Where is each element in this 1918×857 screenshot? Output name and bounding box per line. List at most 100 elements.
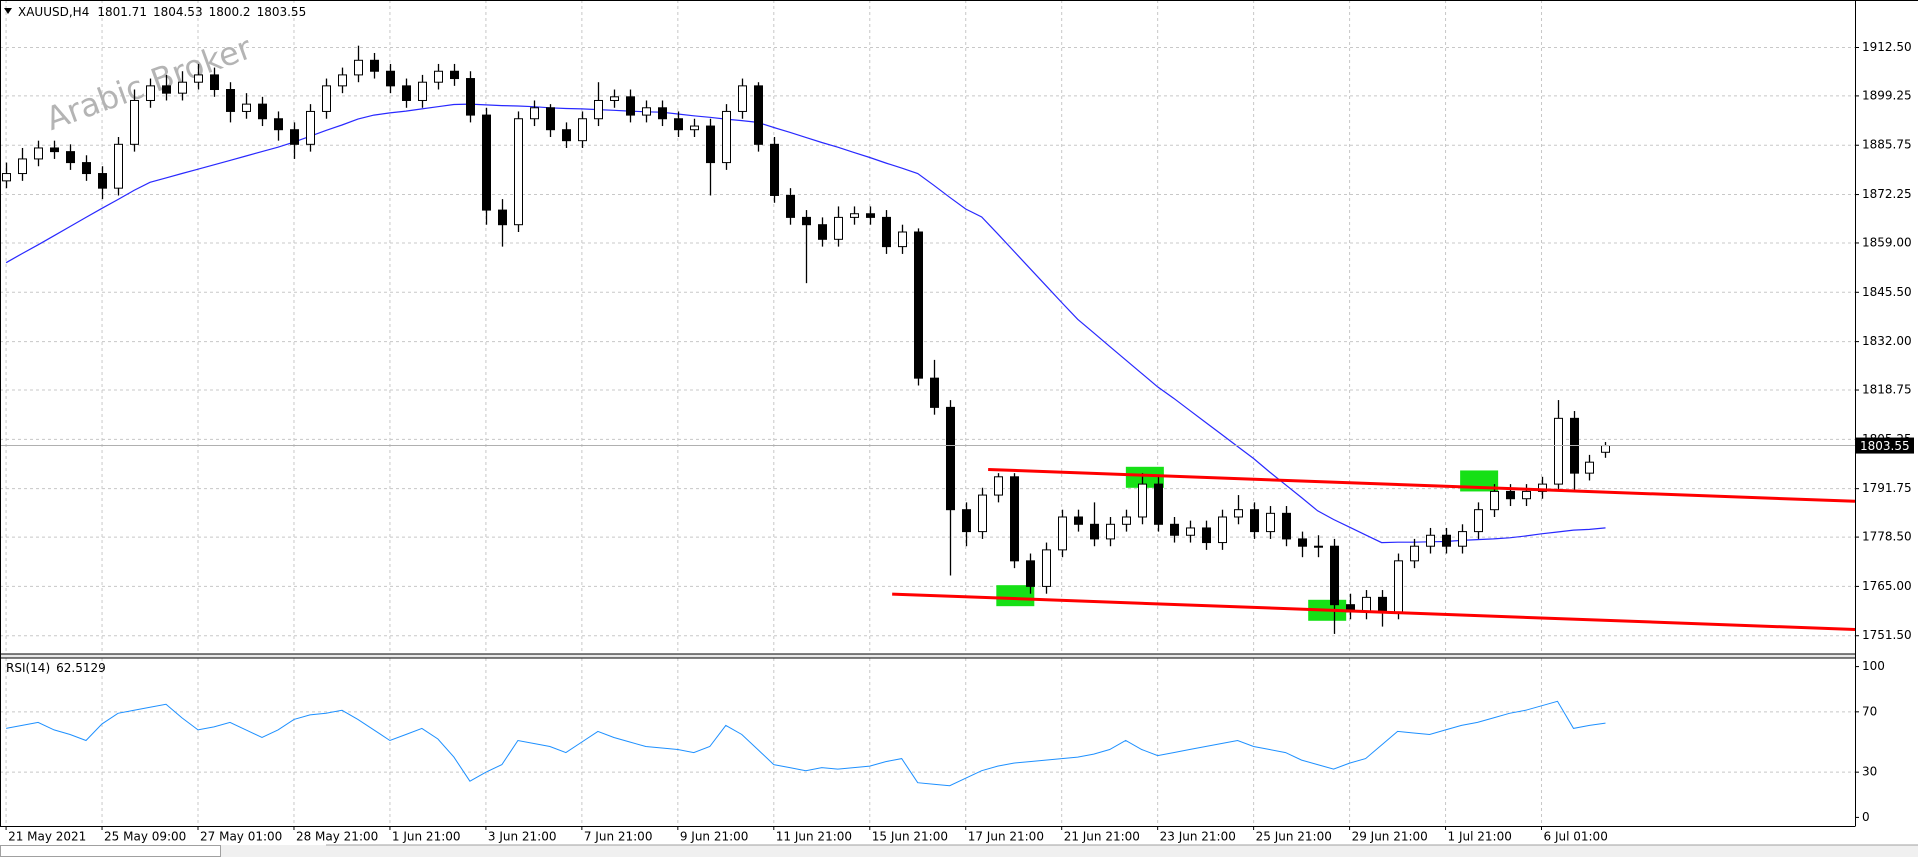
rsi-label: RSI(14) — [6, 661, 50, 675]
candle-body — [690, 125, 699, 131]
candle-body — [1090, 523, 1099, 540]
x-tick-label: 23 Jun 21:00 — [1160, 830, 1236, 844]
candle-body — [146, 85, 155, 101]
y-tick-label: 1845.50 — [1862, 285, 1912, 299]
menu-arrow[interactable] — [4, 8, 12, 14]
rsi-current: 62.5129 — [56, 661, 106, 675]
candle-body — [194, 74, 203, 83]
candle-body — [706, 125, 715, 164]
candle-body — [978, 494, 987, 533]
candle-body — [1154, 483, 1163, 525]
candle-body — [1426, 534, 1435, 547]
candle-body — [1522, 490, 1531, 500]
candle-body — [1458, 531, 1467, 547]
y-tick-label: 1899.25 — [1862, 88, 1912, 102]
header-open: 1801.71 — [97, 5, 147, 19]
x-tick-label: 17 Jun 21:00 — [968, 830, 1044, 844]
data-layer — [0, 45, 1856, 787]
candle-body — [338, 74, 347, 87]
candle-body — [1378, 596, 1387, 613]
x-tick-label: 1 Jun 21:00 — [392, 830, 461, 844]
candle-body — [242, 103, 251, 112]
candle-body — [770, 143, 779, 196]
candle-body — [1058, 516, 1067, 551]
trendline — [892, 592, 1856, 632]
x-tick-label: 1 Jul 21:00 — [1448, 830, 1512, 844]
candle-body — [658, 107, 667, 120]
y-tick-label: 1791.75 — [1862, 481, 1912, 495]
rsi-tick-label: 0 — [1862, 810, 1870, 824]
candle-body — [98, 173, 107, 189]
candle-body — [498, 209, 507, 226]
candle-body — [642, 107, 651, 116]
grid-layer — [0, 0, 1855, 826]
candle-body — [1506, 490, 1515, 500]
candle-body — [322, 85, 331, 112]
symbol: XAUUSD,H4 — [18, 5, 89, 19]
header-high: 1804.53 — [153, 5, 203, 19]
candle-body — [1282, 512, 1291, 540]
candle-body — [1010, 476, 1019, 562]
x-tick-label: 3 Jun 21:00 — [488, 830, 557, 844]
candle-body — [466, 78, 475, 116]
candle-body — [754, 85, 763, 145]
header-low: 1800.2 — [209, 5, 251, 19]
x-tick-label: 28 May 21:00 — [296, 830, 378, 844]
candle-body — [82, 162, 91, 175]
candle-body — [434, 70, 443, 83]
candle-body — [418, 81, 427, 101]
panel-separator — [0, 653, 1856, 659]
candle-body — [674, 118, 683, 131]
x-tick-label: 21 Jun 21:00 — [1064, 830, 1140, 844]
highlight-box — [1125, 466, 1164, 488]
y-tick-label: 1832.00 — [1862, 334, 1912, 348]
highlight-box — [996, 585, 1035, 607]
candle-body — [306, 110, 315, 145]
x-tick-label: 25 May 09:00 — [104, 830, 186, 844]
candle-body — [18, 158, 27, 175]
rsi-tick-label: 70 — [1862, 704, 1877, 718]
candle-body — [1362, 596, 1371, 613]
chart-tab[interactable] — [0, 845, 221, 857]
candle-body — [1026, 560, 1035, 587]
x-tick-label: 29 Jun 21:00 — [1352, 830, 1428, 844]
candle-body — [722, 110, 731, 164]
candle-body — [1202, 527, 1211, 544]
y-tick-label: 1859.00 — [1862, 235, 1912, 249]
candle-body — [850, 213, 859, 218]
candle-body — [226, 89, 235, 112]
candle-body — [834, 216, 843, 240]
x-tick-label: 15 Jun 21:00 — [872, 830, 948, 844]
candle-body — [930, 377, 939, 408]
x-tick-label: 25 Jun 21:00 — [1256, 830, 1332, 844]
y-tick-label: 1751.50 — [1862, 628, 1912, 642]
x-tick-label: 11 Jun 21:00 — [776, 830, 852, 844]
candle-body — [1122, 516, 1131, 525]
candle-body — [1490, 490, 1499, 511]
price-badge — [1856, 437, 1914, 454]
candle-body — [66, 151, 75, 164]
rsi-tick-label: 100 — [1862, 659, 1885, 673]
candle-body — [530, 107, 539, 120]
candle-body — [1474, 509, 1483, 533]
y-tick-label: 1765.00 — [1862, 579, 1912, 593]
candle-body — [1170, 523, 1179, 536]
candle-body — [626, 96, 635, 116]
candle-body — [738, 85, 747, 112]
candle-body — [818, 224, 827, 240]
candle-body — [962, 509, 971, 533]
moving-average — [5, 103, 1606, 544]
x-tick-label: 21 May 2021 — [8, 830, 86, 844]
candle-body — [1554, 417, 1563, 485]
candle-body — [1314, 545, 1323, 548]
x-tick-label: 9 Jun 21:00 — [680, 830, 749, 844]
chart-header: XAUUSD,H4 1801.71 1804.53 1800.2 1803.55 — [18, 5, 306, 19]
y-tick-label: 1818.75 — [1862, 383, 1912, 397]
candle-body — [1074, 516, 1083, 525]
y-tick-label: 1885.75 — [1862, 138, 1912, 152]
candle-body — [386, 70, 395, 87]
candle-body — [914, 231, 923, 379]
